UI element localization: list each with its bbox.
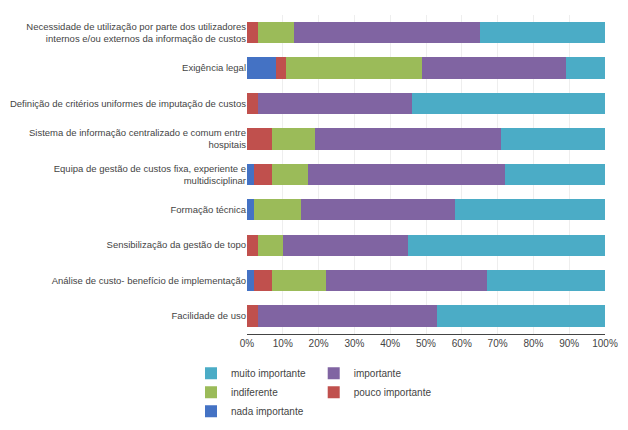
svg-text:40%: 40% (380, 338, 400, 349)
svg-text:Formação técnica: Formação técnica (170, 204, 246, 215)
svg-text:90%: 90% (559, 338, 579, 349)
svg-text:50%: 50% (416, 338, 436, 349)
svg-text:Facilidade de uso: Facilidade de uso (172, 310, 246, 321)
svg-text:20%: 20% (309, 338, 329, 349)
svg-text:Análise de custo- benefício de: Análise de custo- benefício de implement… (52, 275, 246, 286)
svg-text:Sistema de informação centrali: Sistema de informação centralizado e com… (29, 127, 246, 150)
svg-text:Sensibilização da gestão de to: Sensibilização da gestão de topo (107, 239, 246, 250)
svg-text:Necessidade de utilização por: Necessidade de utilização por parte dos … (26, 21, 246, 44)
svg-text:100%: 100% (592, 338, 618, 349)
svg-text:30%: 30% (344, 338, 364, 349)
svg-text:Equipa de gestão de custos fix: Equipa de gestão de custos fixa, experie… (54, 163, 246, 186)
svg-text:Exigência legal: Exigência legal (182, 62, 246, 73)
svg-text:indiferente: indiferente (231, 387, 278, 398)
svg-text:60%: 60% (452, 338, 472, 349)
svg-text:pouco importante: pouco importante (354, 387, 432, 398)
svg-text:80%: 80% (523, 338, 543, 349)
svg-text:nada importante: nada importante (231, 406, 304, 417)
svg-text:importante: importante (354, 368, 402, 379)
svg-text:0%: 0% (240, 338, 255, 349)
svg-text:70%: 70% (488, 338, 508, 349)
svg-text:10%: 10% (273, 338, 293, 349)
svg-text:Definição de critérios uniform: Definição de critérios uniformes de impu… (10, 98, 246, 109)
svg-text:muito importante: muito importante (231, 368, 306, 379)
